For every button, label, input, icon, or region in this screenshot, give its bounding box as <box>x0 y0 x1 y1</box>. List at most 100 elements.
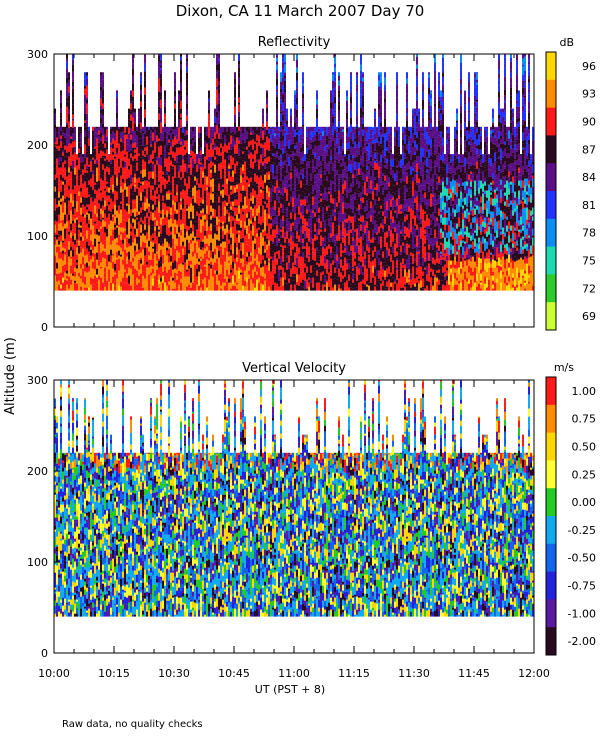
heatmap-cell <box>316 99 318 105</box>
heatmap-cell <box>144 137 146 146</box>
heatmap-cell <box>290 172 292 179</box>
heatmap-cell <box>304 230 306 235</box>
heatmap-cell <box>104 170 106 174</box>
heatmap-cell <box>276 222 278 226</box>
heatmap-cell <box>142 165 144 170</box>
heatmap-cell <box>160 226 162 234</box>
heatmap-cell <box>80 146 82 155</box>
heatmap-cell <box>72 120 74 128</box>
heatmap-cell <box>184 234 186 238</box>
heatmap-cell <box>300 167 302 170</box>
heatmap-cell <box>326 135 328 140</box>
heatmap-cell <box>256 271 258 275</box>
heatmap-cell <box>250 206 252 210</box>
heatmap-cell <box>166 180 168 184</box>
heatmap-cell <box>246 146 248 150</box>
heatmap-cell <box>114 274 116 277</box>
heatmap-cell <box>248 225 250 234</box>
heatmap-cell <box>320 250 322 256</box>
heatmap-cell <box>142 233 144 242</box>
heatmap-cell <box>180 200 182 205</box>
heatmap-cell <box>298 256 300 261</box>
heatmap-cell <box>220 126 222 135</box>
heatmap-cell <box>330 215 332 221</box>
heatmap-cell <box>222 266 224 275</box>
heatmap-cell <box>292 164 294 170</box>
heatmap-cell <box>288 165 290 173</box>
heatmap-cell <box>274 209 276 216</box>
heatmap-cell <box>138 187 140 196</box>
heatmap-cell <box>298 214 300 218</box>
heatmap-cell <box>146 208 148 213</box>
heatmap-cell <box>266 240 268 245</box>
heatmap-cell <box>158 287 160 291</box>
heatmap-cell <box>216 203 218 212</box>
heatmap-cell <box>232 154 234 158</box>
heatmap-cell <box>274 200 276 203</box>
heatmap-cell <box>296 121 298 125</box>
heatmap-cell <box>314 171 316 175</box>
heatmap-cell <box>162 254 164 258</box>
heatmap-cell <box>248 146 250 151</box>
heatmap-cell <box>194 217 196 222</box>
heatmap-cell <box>120 132 122 139</box>
heatmap-cell <box>200 187 202 196</box>
heatmap-cell <box>126 277 128 284</box>
heatmap-cell <box>54 168 56 175</box>
heatmap-cell <box>294 182 296 186</box>
heatmap-cell <box>132 242 134 245</box>
heatmap-cell <box>58 157 60 165</box>
heatmap-cell <box>62 219 64 227</box>
heatmap-cell <box>86 278 88 283</box>
heatmap-cell <box>140 282 142 288</box>
heatmap-cell <box>252 208 254 216</box>
heatmap-cell <box>210 223 212 231</box>
heatmap-cell <box>126 138 128 145</box>
heatmap-cell <box>284 78 286 81</box>
heatmap-cell <box>126 144 128 150</box>
heatmap-cell <box>308 246 310 255</box>
heatmap-cell <box>142 264 144 272</box>
heatmap-cell <box>222 184 224 187</box>
heatmap-cell <box>144 265 146 272</box>
heatmap-cell <box>312 185 314 191</box>
heatmap-cell <box>302 151 304 158</box>
heatmap-cell <box>168 246 170 249</box>
heatmap-cell <box>236 230 238 234</box>
heatmap-cell <box>110 134 112 143</box>
heatmap-cell <box>186 239 188 246</box>
heatmap-cell <box>300 226 302 232</box>
heatmap-cell <box>148 150 150 156</box>
heatmap-cell <box>244 181 246 187</box>
heatmap-cell <box>218 147 220 156</box>
heatmap-cell <box>310 260 312 266</box>
heatmap-cell <box>86 85 88 91</box>
heatmap-cell <box>216 262 218 271</box>
heatmap-cell <box>150 165 152 172</box>
heatmap-cell <box>296 207 298 214</box>
heatmap-cell <box>72 84 74 87</box>
heatmap-cell <box>158 236 160 244</box>
heatmap-cell <box>98 174 100 181</box>
heatmap-cell <box>290 154 292 157</box>
heatmap-cell <box>270 141 272 146</box>
heatmap-cell <box>268 182 270 188</box>
heatmap-cell <box>172 133 174 140</box>
heatmap-cell <box>152 220 154 226</box>
heatmap-cell <box>124 276 126 283</box>
heatmap-cell <box>296 241 298 244</box>
heatmap-cell <box>146 226 148 233</box>
heatmap-cell <box>242 164 244 171</box>
heatmap-cell <box>156 280 158 285</box>
heatmap-cell <box>144 247 146 256</box>
heatmap-cell <box>88 130 90 139</box>
heatmap-cell <box>316 221 318 230</box>
heatmap-cell <box>144 164 146 170</box>
heatmap-cell <box>246 252 248 257</box>
heatmap-cell <box>164 103 166 107</box>
heatmap-cell <box>312 204 314 211</box>
heatmap-cell <box>118 172 120 176</box>
heatmap-cell <box>126 237 128 240</box>
heatmap-cell <box>78 284 80 291</box>
heatmap-cell <box>244 148 246 152</box>
